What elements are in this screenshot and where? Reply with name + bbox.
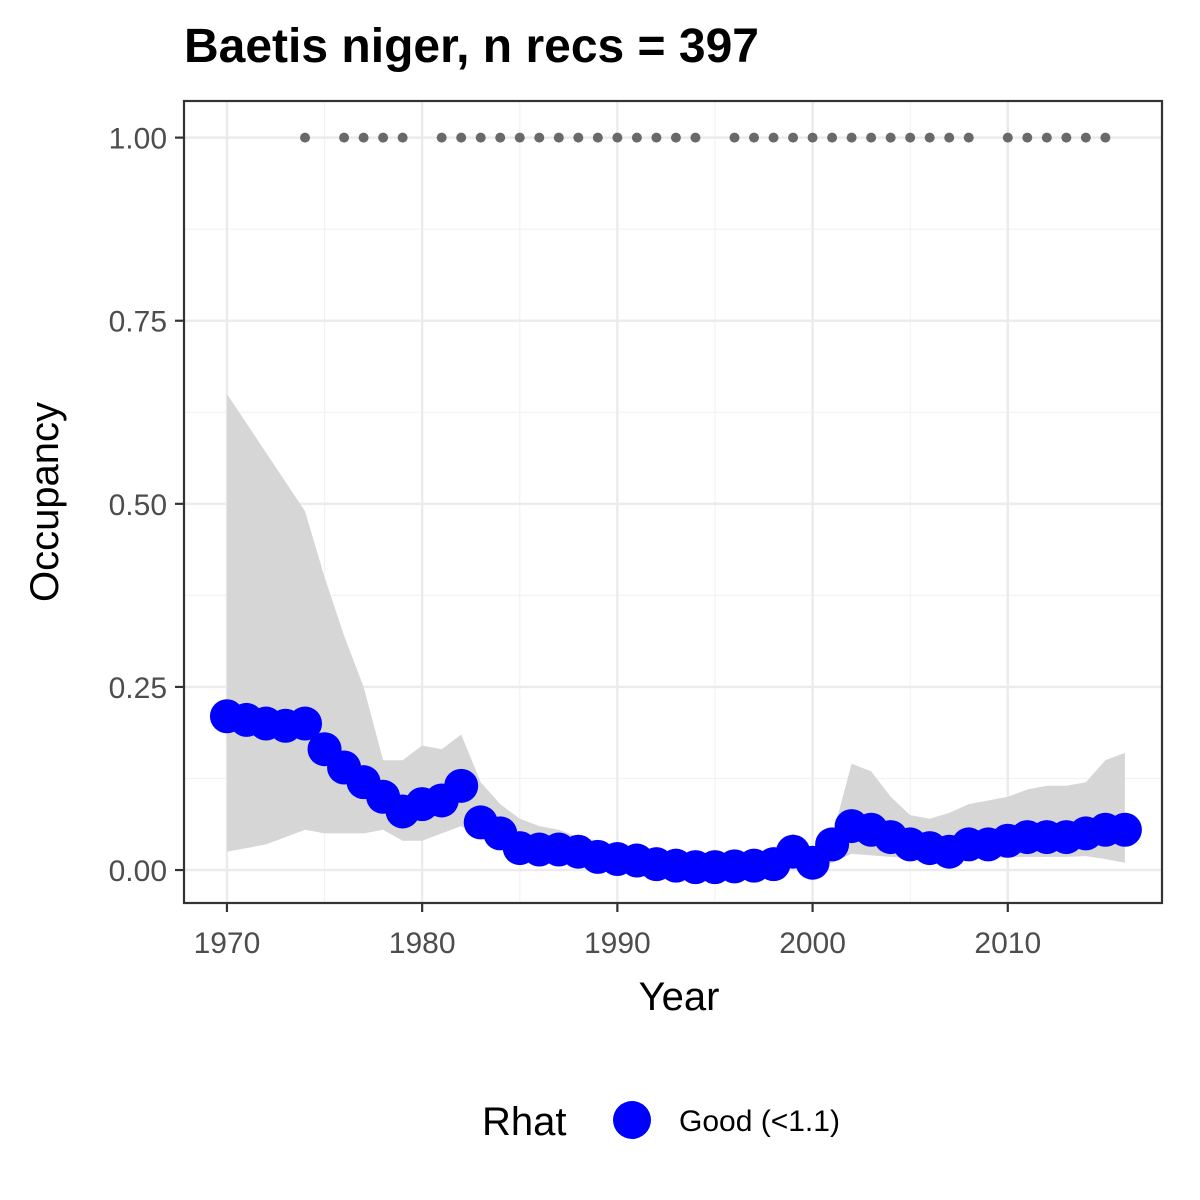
- legend-label-good: Good (<1.1): [679, 1105, 840, 1138]
- detection-point: [963, 132, 974, 143]
- occupancy-points: [209, 699, 1142, 885]
- detection-point: [807, 132, 818, 143]
- x-tick-label: 1980: [389, 927, 456, 960]
- x-axis: 1970 1980 1990 2000 2010: [194, 903, 1041, 960]
- detection-point: [827, 132, 838, 143]
- detection-point: [339, 132, 350, 143]
- detection-point: [1041, 132, 1052, 143]
- y-axis: 0.00 0.25 0.50 0.75 1.00: [109, 123, 184, 888]
- detection-point: [749, 132, 760, 143]
- occupancy-point: [444, 768, 479, 803]
- detection-point: [1100, 132, 1111, 143]
- detection-point: [1080, 132, 1091, 143]
- grid-minor: [184, 101, 1162, 903]
- detection-point: [866, 132, 877, 143]
- legend-key-good: [613, 1101, 651, 1139]
- detection-point: [592, 132, 603, 143]
- confidence-ribbon: [226, 394, 1125, 869]
- detection-point: [905, 132, 916, 143]
- occupancy-point: [1107, 812, 1142, 847]
- detection-point: [1061, 132, 1072, 143]
- detection-point: [300, 132, 311, 143]
- detection-point: [475, 132, 486, 143]
- detection-point: [456, 132, 467, 143]
- chart-title: Baetis niger, n recs = 397: [184, 20, 759, 73]
- detection-point: [573, 132, 584, 143]
- detection-point: [651, 132, 662, 143]
- detection-point: [768, 132, 779, 143]
- detection-point: [612, 132, 623, 143]
- detection-point: [495, 132, 506, 143]
- y-tick-label: 0.75: [109, 306, 167, 339]
- x-tick-label: 2010: [974, 927, 1041, 960]
- detection-point: [436, 132, 447, 143]
- detection-point: [670, 132, 681, 143]
- legend-title: Rhat: [482, 1100, 567, 1144]
- x-tick-label: 1990: [584, 927, 651, 960]
- y-tick-label: 0.25: [109, 672, 167, 705]
- detection-point: [924, 132, 935, 143]
- detection-point: [944, 132, 955, 143]
- detection-point: [690, 132, 701, 143]
- detection-point: [1002, 132, 1013, 143]
- x-tick-label: 1970: [194, 927, 261, 960]
- detection-points: [300, 132, 1111, 143]
- detection-point: [788, 132, 799, 143]
- detection-point: [846, 132, 857, 143]
- occupancy-point: [288, 706, 323, 741]
- detection-point: [729, 132, 740, 143]
- y-tick-label: 0.00: [109, 855, 167, 888]
- detection-point: [534, 132, 545, 143]
- y-tick-label: 0.50: [109, 489, 167, 522]
- ribbon-layer: [226, 394, 1125, 869]
- detection-point: [378, 132, 389, 143]
- detection-point: [631, 132, 642, 143]
- detection-point: [358, 132, 369, 143]
- plot-panel-border: [182, 99, 1164, 905]
- detection-point: [514, 132, 525, 143]
- detection-point: [885, 132, 896, 143]
- detection-point: [397, 132, 408, 143]
- y-tick-label: 1.00: [109, 123, 167, 156]
- x-tick-label: 2000: [779, 927, 846, 960]
- x-axis-title: Year: [639, 975, 720, 1019]
- y-axis-title: Occupancy: [23, 402, 67, 602]
- detection-point: [1022, 132, 1033, 143]
- detection-point: [553, 132, 564, 143]
- legend: Rhat Good (<1.1): [482, 1100, 840, 1144]
